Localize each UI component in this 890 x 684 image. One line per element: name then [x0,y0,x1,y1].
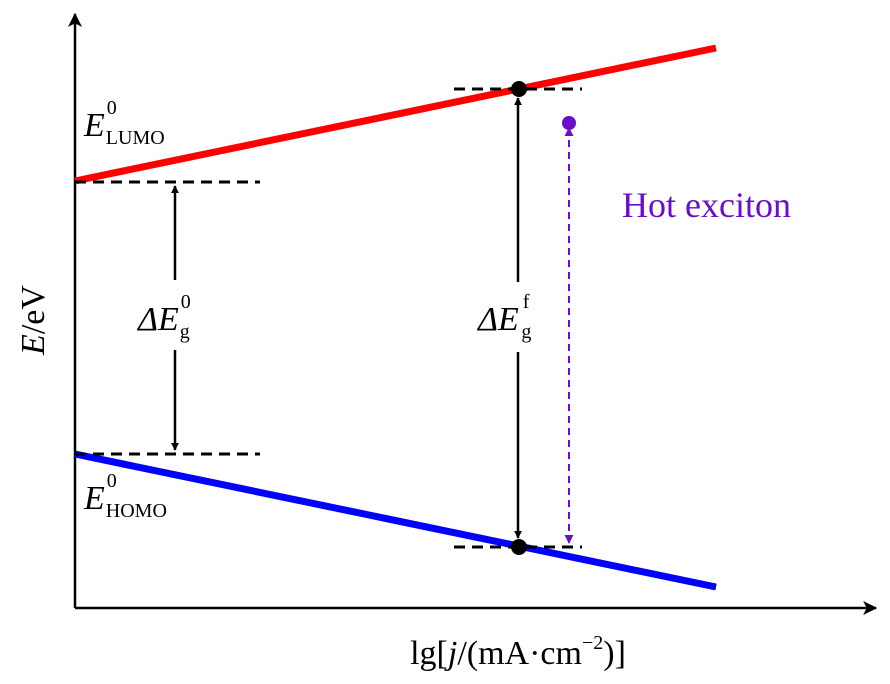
lumo-label: E 0 LUMO [83,97,165,149]
hot-exciton-label: Hot exciton [622,185,791,225]
initial-gap-label: ΔE 0 g [136,291,191,343]
final-gap-label: ΔE f g [476,291,531,343]
y-axis-label: E/eV [15,285,52,356]
homo-label: E 0 HOMO [83,470,167,522]
homo-line [74,450,717,591]
lumo-final-dot [511,81,527,97]
homo-final-dot [511,539,527,555]
hot-exciton-dot [562,116,576,130]
x-axis-label: lg[j/(mA·cm−2)] [410,632,626,672]
lumo-line [74,44,717,185]
